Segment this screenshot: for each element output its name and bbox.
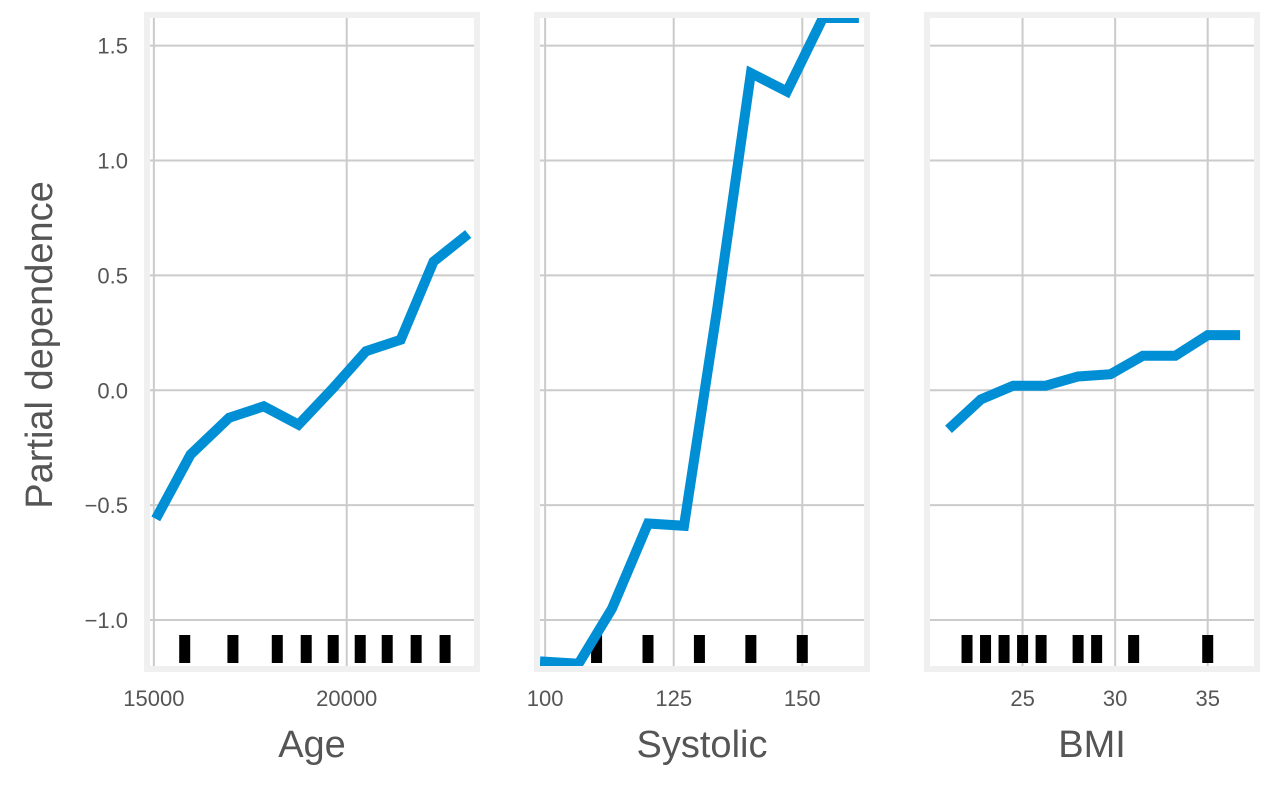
age-subplot: 15000 20000 −1.0 −0.5 0.0 0.5 1.0 1.5 Age [85,12,480,766]
age-rug-mark [410,635,422,663]
bmi-x-tick-label: 25 [1010,686,1034,711]
bmi-pd-line [945,330,1241,433]
age-tick-labels: 15000 20000 −1.0 −0.5 0.0 0.5 1.0 1.5 [85,34,378,711]
age-rug [179,635,451,663]
y-tick-label: 0.0 [97,378,128,403]
age-pd-series-line [151,230,472,522]
bmi-x-axis-label: BMI [1058,724,1126,766]
bmi-axes-frame [924,12,1260,672]
age-x-axis-label: Age [278,724,346,766]
bmi-subplot: 25 30 35 BMI [924,12,1260,766]
bmi-rug-mark [1202,635,1214,663]
bmi-tick-labels: 25 30 35 [1010,686,1220,711]
systolic-rug [591,635,808,663]
age-rug-mark [300,635,312,663]
age-x-tick-label: 20000 [316,686,377,711]
bmi-rug-mark [998,635,1010,663]
bmi-x-tick-label: 30 [1103,686,1127,711]
systolic-x-tick-label: 100 [527,686,564,711]
systolic-rug-mark [745,635,757,663]
systolic-tick-labels: 100 125 150 [527,686,821,711]
bmi-rug-mark [1035,635,1047,663]
systolic-x-tick-label: 125 [655,686,692,711]
systolic-x-tick-label: 150 [784,686,821,711]
bmi-rug-mark [980,635,992,663]
systolic-rug-mark [642,635,654,663]
age-x-tick-label: 15000 [123,686,184,711]
bmi-gridlines [930,18,1254,666]
age-rug-mark [381,635,393,663]
y-tick-label: 1.0 [97,148,128,173]
bmi-rug-mark [1072,635,1084,663]
systolic-pd-line [540,18,859,666]
age-pd-line [151,230,472,522]
age-rug-mark [327,635,339,663]
systolic-rug-mark [796,635,808,663]
age-rug-mark [271,635,283,663]
systolic-rug-mark [693,635,705,663]
age-rug-mark [354,635,366,663]
systolic-x-axis-label: Systolic [637,724,768,766]
systolic-pd-series-line [540,18,859,666]
age-axes-frame [144,12,480,672]
bmi-pd-series-line [945,330,1241,433]
bmi-rug [961,635,1214,663]
y-tick-label: −0.5 [85,493,128,518]
age-rug-mark [227,635,239,663]
y-axis-label: Partial dependence [19,181,61,508]
y-tick-label: 1.5 [97,34,128,59]
age-rug-mark [439,635,451,663]
y-tick-label: 0.5 [97,263,128,288]
bmi-rug-mark [1017,635,1029,663]
systolic-rug-mark [591,635,603,663]
systolic-subplot: 100 125 150 Systolic [527,12,870,766]
age-gridlines [150,18,474,666]
systolic-axes-frame [534,12,870,672]
bmi-rug-mark [1091,635,1103,663]
bmi-rug-mark [961,635,973,663]
bmi-x-tick-label: 35 [1195,686,1219,711]
bmi-rug-mark [1128,635,1140,663]
age-rug-mark [179,635,191,663]
y-tick-label: −1.0 [85,608,128,633]
